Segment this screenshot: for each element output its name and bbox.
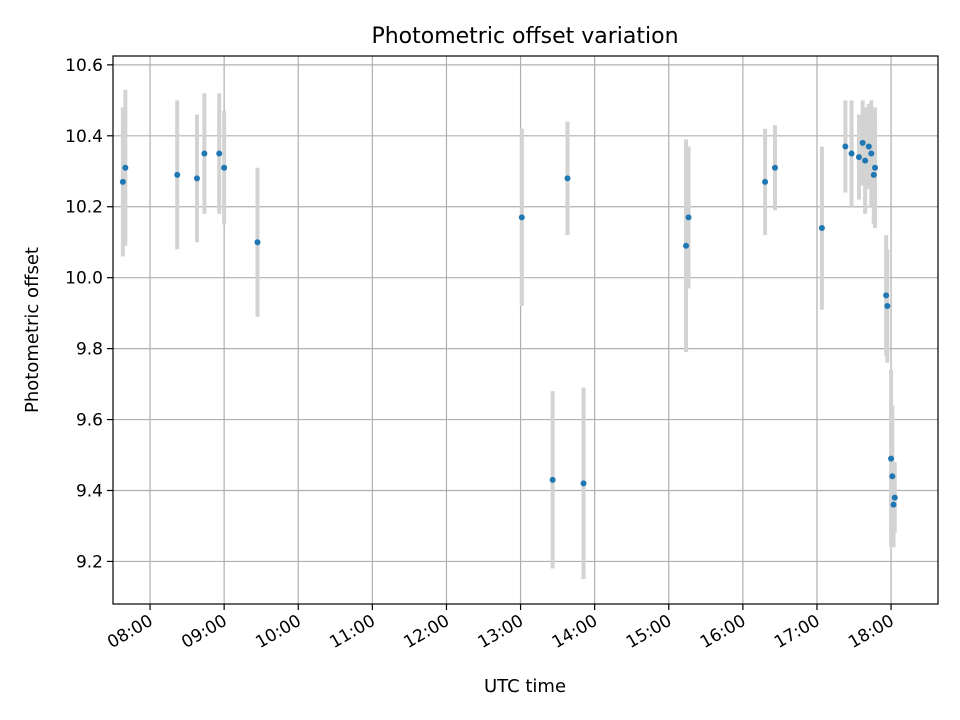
data-point [868,150,875,157]
data-point [872,164,879,171]
data-point [842,143,849,150]
data-point [580,480,587,487]
chart-title: Photometric offset variation [371,24,678,49]
y-tick-label: 10.6 [65,56,103,76]
data-point [221,164,228,171]
data-point [762,178,769,185]
data-point [859,139,866,146]
data-point [862,157,869,164]
data-point [870,171,877,178]
data-point [254,239,261,246]
data-point [193,175,200,182]
y-tick-label: 9.8 [76,340,103,360]
data-point [201,150,208,157]
x-axis-label: UTC time [484,676,566,697]
data-point [890,501,897,508]
data-point [119,178,126,185]
data-points [119,139,898,508]
y-tick-label: 10.4 [65,127,103,147]
data-point [888,455,895,462]
y-tick-label: 10.0 [65,269,103,289]
y-tick-label: 9.6 [76,411,103,431]
data-point [889,473,896,480]
data-point [683,242,690,249]
y-tick-label: 9.4 [76,481,103,501]
data-point [122,164,129,171]
data-point [549,476,556,483]
y-tick-label: 9.2 [76,552,103,572]
data-point [883,292,890,299]
data-point [891,494,898,501]
data-point [848,150,855,157]
plot-frame [112,55,939,605]
y-axis-label: Photometric offset [22,247,43,413]
y-axis-ticks: 9.2 9.4 9.6 9.8 10.0 10.2 10.4 10.6 [65,56,113,572]
data-point [865,143,872,150]
data-point [771,164,778,171]
data-point [564,175,571,182]
data-point [855,154,862,161]
data-point [685,214,692,221]
data-point [216,150,223,157]
data-point [884,303,891,310]
y-tick-label: 10.2 [65,198,103,218]
data-point [518,214,525,221]
data-point [818,225,825,232]
data-point [174,171,181,178]
